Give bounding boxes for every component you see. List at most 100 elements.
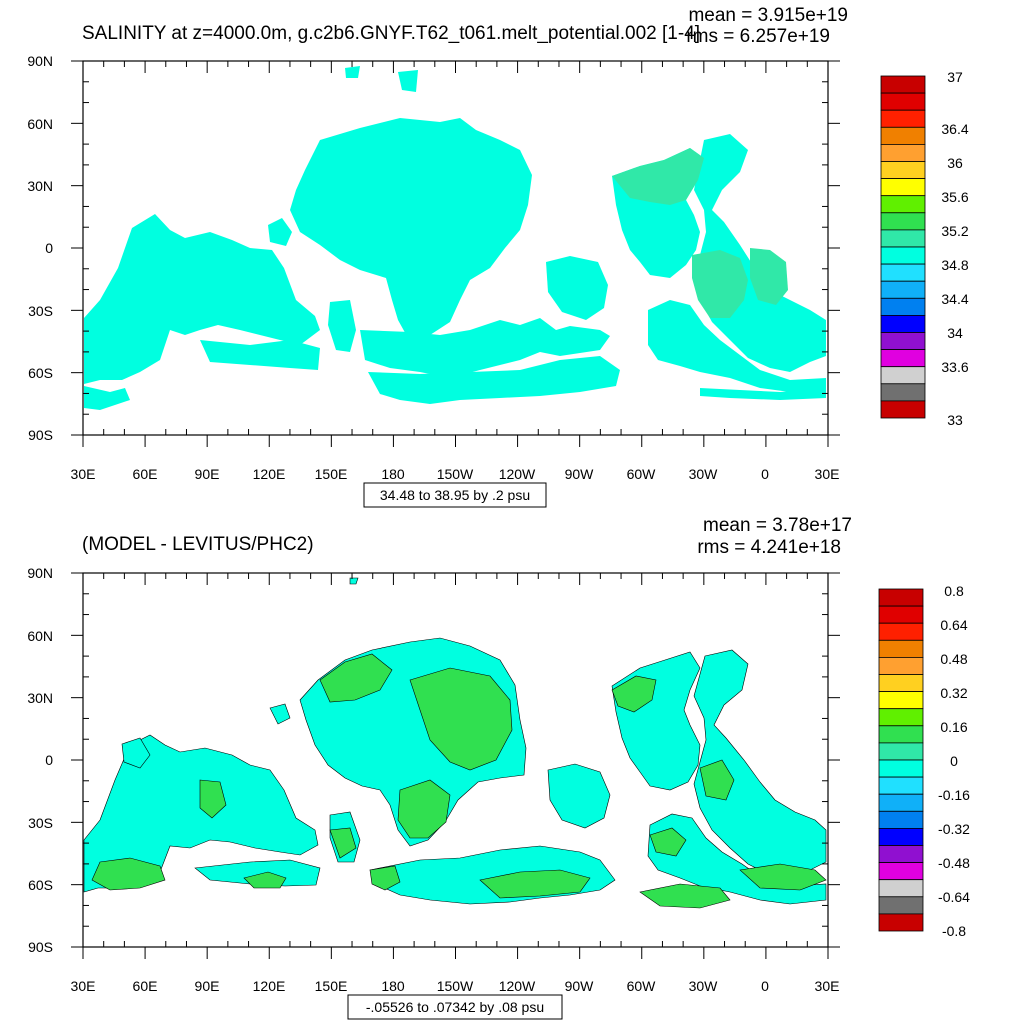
colorbar-swatch xyxy=(878,588,924,607)
panel-1-info-box xyxy=(363,482,547,508)
panel-1-map-field xyxy=(84,66,826,410)
panel-2-cb-label-0-64: 0.64 xyxy=(940,617,967,633)
panel-2-ytick-30n: 30N xyxy=(27,690,53,706)
panel-2-info-box xyxy=(347,994,563,1020)
colorbar-swatch xyxy=(880,229,926,248)
colorbar-swatch xyxy=(878,879,924,898)
panel-2-xtick-90w: 90W xyxy=(565,978,595,994)
colorbar-swatch xyxy=(878,776,924,795)
panel-2-info: -.05526 to .07342 by .08 psu xyxy=(366,999,544,1015)
colorbar-swatch xyxy=(880,297,926,316)
panel-1-xtick-30w: 30W xyxy=(689,466,719,482)
colorbar-swatch xyxy=(878,622,924,641)
panel-2-cb-label-0-16: 0.16 xyxy=(940,719,967,735)
panel-2-y-tick-labels: 90N 60N 30N 0 30S 60S 90S xyxy=(27,565,53,955)
panel-2-rms: rms = 4.241e+18 xyxy=(697,537,841,558)
panel-1-x-tick-labels: 30E 60E 90E 120E 150E 180 150W 120W 90W … xyxy=(71,466,840,482)
colorbar-swatch xyxy=(878,845,924,864)
panel-1-y-tick-labels: 90N 60N 30N 0 30S 60S 90S xyxy=(27,53,53,443)
panel-1-ytick-0: 0 xyxy=(45,240,53,256)
panel-1-xtick-150w: 150W xyxy=(437,466,474,482)
panel-1-xtick-30e-end: 30E xyxy=(815,466,840,482)
panel-1-xtick-90w: 90W xyxy=(565,466,595,482)
panel-1-cb-label-35-6: 35.6 xyxy=(941,189,968,205)
panel-2-xtick-120w: 120W xyxy=(499,978,536,994)
panel-2-cb-label-neg-0-48: -0.48 xyxy=(938,855,970,871)
colorbar-swatch xyxy=(880,109,926,128)
panel-1-xtick-0: 0 xyxy=(761,466,769,482)
colorbar-swatch xyxy=(878,828,924,846)
panel-1: SALINITY at z=4000.0m, g.c2b6.GNYF.T62_t… xyxy=(27,5,969,508)
panel-2-ytick-90n: 90N xyxy=(27,565,53,581)
panel-1-ytick-30n: 30N xyxy=(27,178,53,194)
panel-2-xtick-90e: 90E xyxy=(195,978,220,994)
panel-1-ytick-90n: 90N xyxy=(27,53,53,69)
colorbar-swatch xyxy=(878,639,924,658)
colorbar-swatch xyxy=(880,246,926,265)
colorbar-swatch xyxy=(880,195,926,214)
colorbar-swatch xyxy=(880,161,926,180)
colorbar-swatch xyxy=(878,810,924,829)
panel-1-xtick-30e: 30E xyxy=(71,466,96,482)
panel-1-cb-label-35-2: 35.2 xyxy=(941,223,968,239)
colorbar-swatch xyxy=(878,657,924,675)
panel-1-ytick-30s: 30S xyxy=(28,303,53,319)
colorbar-swatch xyxy=(880,280,926,299)
panel-1-ytick-90s: 90S xyxy=(28,427,53,443)
panel-1-title: SALINITY at z=4000.0m, g.c2b6.GNYF.T62_t… xyxy=(82,23,700,44)
panel-2-cb-label-neg-0-16: -0.16 xyxy=(938,787,970,803)
colorbar-swatch xyxy=(878,862,924,881)
panel-1-info: 34.48 to 38.95 by .2 psu xyxy=(380,487,530,503)
colorbar-swatch xyxy=(878,759,924,778)
colorbar-swatch xyxy=(878,793,924,812)
colorbar-swatch xyxy=(880,314,926,333)
panel-1-ytick-60s: 60S xyxy=(28,365,53,381)
panel-1-rms: rms = 6.257e+19 xyxy=(686,26,830,47)
panel-2-ytick-30s: 30S xyxy=(28,815,53,831)
colorbar-swatch xyxy=(878,742,924,761)
panel-2-ytick-0: 0 xyxy=(45,752,53,768)
panel-1-mean: mean = 3.915e+19 xyxy=(688,5,848,26)
colorbar-swatch xyxy=(880,349,926,368)
panel-2-xtick-60e: 60E xyxy=(133,978,158,994)
panel-2-cb-label-0: 0 xyxy=(950,753,958,769)
panel-2-cb-label-0-32: 0.32 xyxy=(940,685,967,701)
colorbar-swatch xyxy=(880,383,926,402)
panel-1-cb-label-34-8: 34.8 xyxy=(941,257,968,273)
panel-2-map-field-green xyxy=(91,653,827,909)
panel-2-x-tick-labels: 30E 60E 90E 120E 150E 180 150W 120W 90W … xyxy=(71,978,840,994)
panel-1-xtick-60w: 60W xyxy=(627,466,657,482)
colorbar-swatch xyxy=(880,263,926,282)
panel-2-cb-label-0-48: 0.48 xyxy=(940,651,967,667)
panel-2-xtick-150e: 150E xyxy=(315,978,348,994)
colorbar-swatch xyxy=(878,605,924,624)
colorbar-swatch xyxy=(878,674,924,693)
colorbar-swatch xyxy=(880,92,926,111)
panel-2-xtick-180: 180 xyxy=(381,978,405,994)
colorbar-swatch xyxy=(878,725,924,744)
colorbar-swatch xyxy=(878,708,924,727)
panel-1-xtick-180: 180 xyxy=(381,466,405,482)
colorbar-swatch xyxy=(878,896,924,915)
colorbar-swatch xyxy=(880,126,926,145)
colorbar-swatch xyxy=(880,212,926,231)
panel-2-axis-ticks xyxy=(71,572,840,959)
panel-2-xtick-30w: 30W xyxy=(689,978,719,994)
colorbar-swatch xyxy=(878,913,924,932)
panel-1-cb-label-33-6: 33.6 xyxy=(941,359,968,375)
panel-2-xtick-120e: 120E xyxy=(253,978,286,994)
panel-2-cb-label-neg-0-8: -0.8 xyxy=(942,923,966,939)
colorbar-swatch xyxy=(880,75,926,94)
panel-1-cb-label-37: 37 xyxy=(947,69,963,85)
panel-1-xtick-90e: 90E xyxy=(195,466,220,482)
panel-2-title: (MODEL - LEVITUS/PHC2) xyxy=(82,534,314,555)
panel-2-colorbar-labels: 0.8 0.64 0.48 0.32 0.16 0 -0.16 -0.32 -0… xyxy=(938,583,970,939)
panel-1-xtick-120w: 120W xyxy=(499,466,536,482)
panel-1-xtick-60e: 60E xyxy=(133,466,158,482)
panel-2-colorbar xyxy=(878,588,924,932)
panel-2-xtick-150w: 150W xyxy=(437,978,474,994)
colorbar-swatch xyxy=(880,332,926,351)
panel-1-map-field-green xyxy=(612,148,788,318)
panel-2-mean: mean = 3.78e+17 xyxy=(703,515,852,536)
